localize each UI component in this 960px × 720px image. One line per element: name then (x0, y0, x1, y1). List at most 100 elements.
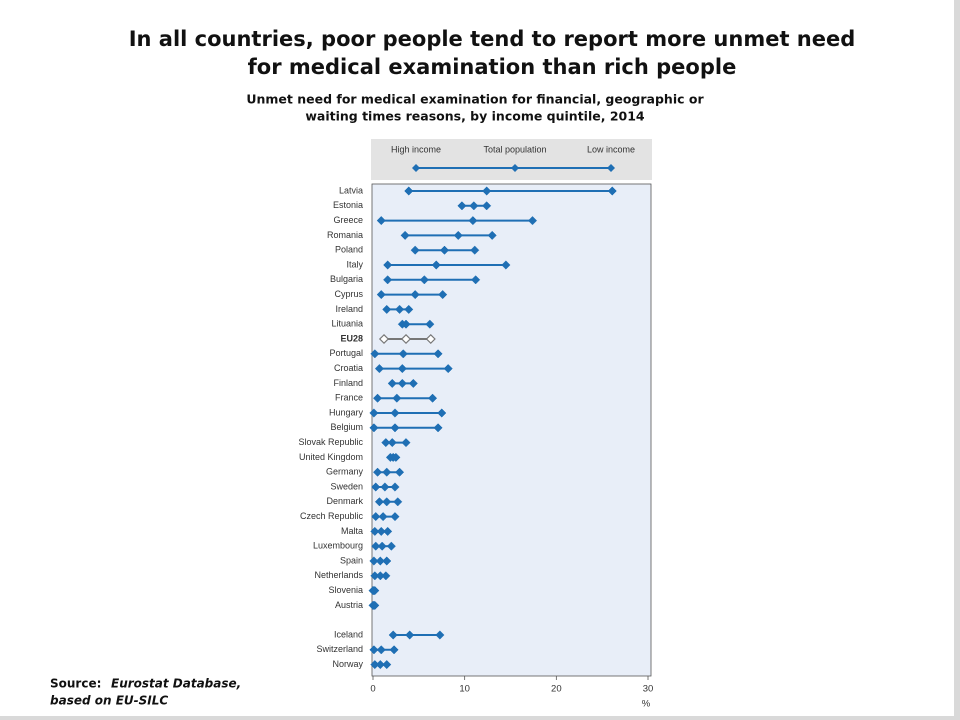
category-label: United Kingdom (299, 452, 363, 462)
data-point (410, 245, 420, 255)
data-point (390, 423, 400, 433)
data-point (468, 216, 478, 226)
x-axis-label: % (642, 699, 651, 710)
data-point (439, 245, 450, 255)
data-point (374, 497, 384, 507)
legend-label: Total population (483, 144, 546, 154)
data-point (482, 186, 492, 196)
data-point (482, 201, 492, 211)
legend-marker (412, 164, 420, 172)
data-point (387, 438, 397, 448)
plot-area (371, 183, 652, 677)
category-label: Poland (335, 245, 363, 255)
data-point (387, 378, 397, 388)
data-point (437, 408, 447, 418)
x-tick-label: 0 (370, 684, 375, 695)
data-point (395, 467, 405, 477)
data-point (371, 512, 381, 522)
data-point (381, 438, 391, 448)
data-point (404, 186, 414, 196)
x-tick-label: 30 (643, 684, 654, 695)
category-label: Italy (346, 259, 363, 269)
data-point (382, 467, 392, 477)
legend-label: Low income (587, 144, 635, 154)
data-point (390, 408, 400, 418)
data-point (376, 645, 386, 655)
data-point (431, 260, 441, 270)
data-point (433, 349, 443, 359)
category-label: Finland (333, 378, 363, 388)
legend-background (371, 139, 652, 180)
data-point (397, 364, 407, 374)
data-point (425, 319, 435, 329)
data-point (405, 630, 415, 640)
data-point (390, 512, 400, 522)
category-label: Sweden (330, 481, 363, 491)
data-point (410, 290, 420, 300)
category-label: Iceland (334, 629, 363, 639)
data-point (376, 290, 386, 300)
category-label: Cyprus (334, 289, 363, 299)
data-point (392, 393, 402, 403)
legend-marker (511, 164, 519, 172)
source-text: Eurostat Database, (111, 677, 241, 691)
category-label: Germany (326, 467, 364, 477)
category-label: Austria (335, 600, 363, 610)
data-point (400, 230, 410, 240)
data-point (382, 556, 392, 566)
category-label: EU28 (340, 333, 363, 343)
data-point (471, 275, 481, 285)
data-point (435, 630, 445, 640)
data-point (487, 230, 497, 240)
category-label: Bulgaria (330, 274, 363, 284)
data-point (369, 408, 379, 418)
data-point (443, 364, 453, 374)
data-point (383, 275, 393, 285)
data-point (397, 378, 407, 388)
data-point (377, 541, 387, 551)
data-point (381, 571, 391, 581)
data-point (371, 541, 381, 551)
data-point (369, 423, 379, 433)
category-label: Ireland (335, 304, 363, 314)
data-point (527, 216, 538, 226)
data-point (390, 482, 400, 492)
data-point (438, 290, 448, 300)
data-point (388, 630, 398, 640)
data-point (607, 186, 617, 196)
data-point (373, 467, 383, 477)
data-point (369, 556, 379, 566)
legend-marker (607, 164, 615, 172)
data-point (501, 260, 511, 270)
category-label: Netherlands (314, 570, 363, 580)
category-label: Czech Republic (300, 511, 364, 521)
data-point (370, 586, 380, 596)
category-label: Denmark (326, 496, 363, 506)
data-point (391, 452, 401, 462)
data-point (470, 245, 480, 255)
data-point (408, 378, 418, 388)
source-text: based on EU-SILC (50, 694, 168, 708)
data-point (370, 600, 380, 610)
category-label: Luxembourg (313, 541, 363, 551)
category-label: Malta (341, 526, 363, 536)
data-point (383, 260, 393, 270)
data-point (370, 526, 380, 536)
category-label: Latvia (339, 185, 363, 195)
category-label: Romania (327, 230, 363, 240)
data-point (375, 556, 385, 566)
x-tick-label: 20 (551, 684, 562, 695)
data-point (386, 541, 396, 551)
chart-subtitle: waiting times reasons, by income quintil… (305, 109, 645, 124)
data-point (389, 645, 399, 655)
data-point (395, 304, 405, 314)
data-point (376, 216, 386, 226)
data-point (401, 319, 411, 329)
data-point (401, 438, 411, 448)
category-label: Norway (332, 659, 363, 669)
data-point (382, 497, 392, 507)
category-label: Portugal (329, 348, 363, 358)
slide-edge (0, 716, 960, 720)
data-point (382, 304, 392, 314)
